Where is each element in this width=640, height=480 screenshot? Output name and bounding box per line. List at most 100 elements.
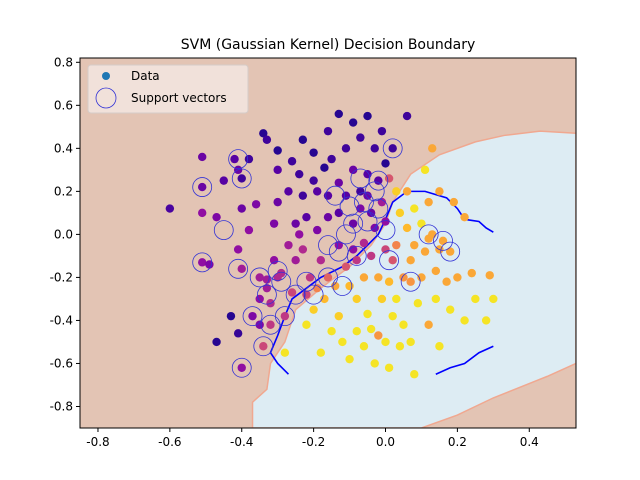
data-point-28 <box>262 283 272 293</box>
data-point-132 <box>402 223 412 233</box>
data-point-82 <box>345 281 354 291</box>
boundary-line-0 <box>269 190 494 375</box>
data-point-154 <box>438 236 448 246</box>
y-tick-label-8: 0.8 <box>54 55 73 69</box>
data-point-135 <box>406 337 415 347</box>
support-vector-ring-36 <box>400 271 421 292</box>
support-vector-ring-16 <box>296 271 317 292</box>
plot-frame <box>79 57 577 429</box>
x-tick-label-0: -0.8 <box>86 435 109 449</box>
plot-area <box>80 58 576 428</box>
data-point-47 <box>295 169 304 179</box>
support-vector-ring-2 <box>213 220 234 240</box>
data-point-153 <box>435 342 444 351</box>
data-point-59 <box>313 187 322 196</box>
support-vector-ring-14 <box>274 306 295 327</box>
data-point-71 <box>327 326 336 336</box>
y-tick-label-1: -0.6 <box>50 356 73 370</box>
data-point-148 <box>428 230 437 239</box>
support-vector-ring-1 <box>192 252 213 273</box>
data-point-157 <box>446 305 455 314</box>
data-point-73 <box>334 109 343 119</box>
support-vector-ring-17 <box>303 284 324 305</box>
data-point-119 <box>384 363 394 372</box>
data-point-41 <box>284 187 293 196</box>
data-point-65 <box>320 294 329 304</box>
data-point-131 <box>402 187 412 196</box>
support-vector-ring-30 <box>364 181 385 202</box>
data-point-68 <box>323 212 333 222</box>
data-point-62 <box>316 256 326 265</box>
data-point-74 <box>334 178 343 187</box>
support-vector-ring-24 <box>339 196 360 217</box>
data-point-39 <box>280 311 290 321</box>
data-point-16 <box>237 264 246 274</box>
data-point-26 <box>259 342 268 351</box>
chart-title: SVM (Gaussian Kernel) Decision Boundary <box>181 37 476 53</box>
data-point-116 <box>381 337 390 347</box>
data-point-54 <box>302 320 311 329</box>
data-point-113 <box>381 159 390 168</box>
data-point-21 <box>251 200 261 209</box>
data-points <box>165 109 498 379</box>
data-point-120 <box>388 144 397 153</box>
data-point-46 <box>291 256 300 265</box>
data-point-143 <box>420 247 430 256</box>
data-point-33 <box>269 256 279 265</box>
data-point-31 <box>266 320 275 329</box>
support-vector-ring-35 <box>382 138 403 159</box>
support-vector-ring-10 <box>256 284 277 305</box>
support-vector-ring-15 <box>285 284 306 305</box>
data-point-162 <box>467 268 476 278</box>
data-point-25 <box>259 129 268 138</box>
data-point-96 <box>359 342 369 351</box>
x-tick-label-5: 0.2 <box>448 435 467 449</box>
data-point-51 <box>298 245 308 254</box>
data-point-140 <box>417 219 426 228</box>
data-point-44 <box>287 288 297 297</box>
y-tick-label-5: 0.2 <box>54 184 73 198</box>
data-point-138 <box>410 370 419 379</box>
data-point-6 <box>212 212 221 222</box>
data-point-103 <box>366 324 376 334</box>
data-point-0 <box>165 204 175 213</box>
support-vector-ring-38 <box>433 230 453 251</box>
data-point-53 <box>302 290 311 299</box>
data-point-79 <box>341 144 351 153</box>
data-point-109 <box>374 331 383 340</box>
support-vector-ring-3 <box>228 149 249 170</box>
data-point-8 <box>219 176 228 185</box>
data-point-97 <box>363 111 372 121</box>
support-vector-ring-28 <box>354 192 374 213</box>
support-vector-ring-6 <box>231 357 252 378</box>
data-point-100 <box>363 309 372 319</box>
support-vector-ring-9 <box>253 336 274 357</box>
y-tick-label-6: 0.4 <box>54 141 73 155</box>
data-point-14 <box>237 174 246 183</box>
data-point-102 <box>366 251 376 261</box>
support-vector-ring-12 <box>267 261 288 281</box>
data-point-84 <box>348 118 358 127</box>
data-point-125 <box>392 294 401 304</box>
data-point-34 <box>273 146 282 155</box>
data-point-81 <box>341 262 351 271</box>
data-point-144 <box>424 320 433 329</box>
data-point-32 <box>269 219 279 228</box>
data-point-91 <box>356 133 365 142</box>
data-point-78 <box>338 337 347 347</box>
data-point-92 <box>356 187 365 196</box>
support-vector-ring-22 <box>332 276 353 296</box>
data-point-130 <box>402 111 412 121</box>
y-axis: -0.8 -0.6 -0.4 -0.2 0.0 0.2 0.4 0.6 0.8 <box>50 55 80 413</box>
support-vector-ring-39 <box>440 241 461 262</box>
support-vector-ring-33 <box>375 220 396 240</box>
data-point-77 <box>334 311 343 321</box>
data-point-150 <box>431 294 441 304</box>
data-point-164 <box>481 316 491 325</box>
boundary-line-1 <box>435 345 494 375</box>
data-point-134 <box>406 277 415 286</box>
data-point-128 <box>399 273 408 282</box>
data-point-80 <box>341 191 351 200</box>
x-tick-label-4: 0.0 <box>376 435 395 449</box>
data-point-139 <box>413 299 423 308</box>
